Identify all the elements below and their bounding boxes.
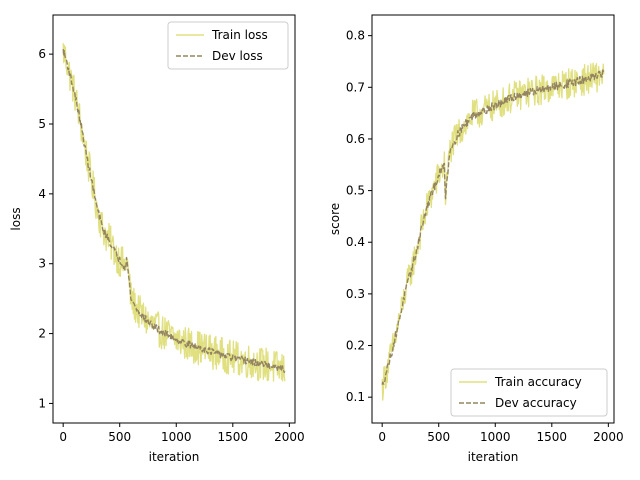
y-tick-label: 0.6 [346,132,365,146]
legend-label: Train accuracy [494,375,582,389]
score-plot: 0 500 1000 1500 2000 0.1 0.2 0.3 0.4 0.5 0.6 0.7 0.8… [328,14,624,464]
legend-label: Dev accuracy [495,396,577,410]
x-tick-label: 1000 [161,430,192,444]
y-tick-label: 5 [38,117,46,131]
x-axis-label: iteration [149,450,200,464]
x-tick-label: 2000 [593,430,624,444]
axes-frame [371,14,615,424]
legend-label: Train loss [211,28,268,42]
axes-frame [52,14,296,424]
x-tick-label: 1500 [537,430,568,444]
y-tick-label: 3 [38,257,46,271]
x-axis-label: iteration [468,450,519,464]
plot-lines [62,43,286,382]
y-tick-label: 0.4 [346,235,365,249]
y-tick-label: 0.3 [346,287,365,301]
y-tick-label: 2 [38,327,46,341]
x-tick-label: 500 [427,430,450,444]
x-tick-label: 500 [108,430,131,444]
legend-label: Dev loss [212,49,263,63]
x-tick-label: 0 [59,430,67,444]
y-tick-label: 0.5 [346,184,365,198]
y-tick-label: 0.1 [346,390,365,404]
loss-plot: 0 500 1000 1500 2000 1 2 3 4 5 6 iteration loss Train… [9,14,305,464]
x-tick-label: 0 [378,430,386,444]
y-tick-label: 1 [38,396,46,410]
legend-box [167,21,289,70]
x-tick-label: 2000 [274,430,305,444]
y-tick-label: 0.7 [346,80,365,94]
y-tick-label: 0.8 [346,29,365,43]
plot-lines [381,62,605,401]
legend: Train loss Dev loss [167,21,289,70]
y-tick-label: 0.2 [346,339,365,353]
y-tick-label: 4 [38,187,46,201]
y-axis-label: loss [9,207,23,230]
legend: Train accuracy Dev accuracy [450,368,608,417]
series-line-dev [381,67,605,385]
x-tick-label: 1500 [218,430,249,444]
y-axis-label: score [328,203,342,235]
legend-box [450,368,608,417]
series-line-train [62,43,286,382]
series-line-dev [62,48,286,374]
x-tick-label: 1000 [480,430,511,444]
y-tick-label: 6 [38,47,46,61]
